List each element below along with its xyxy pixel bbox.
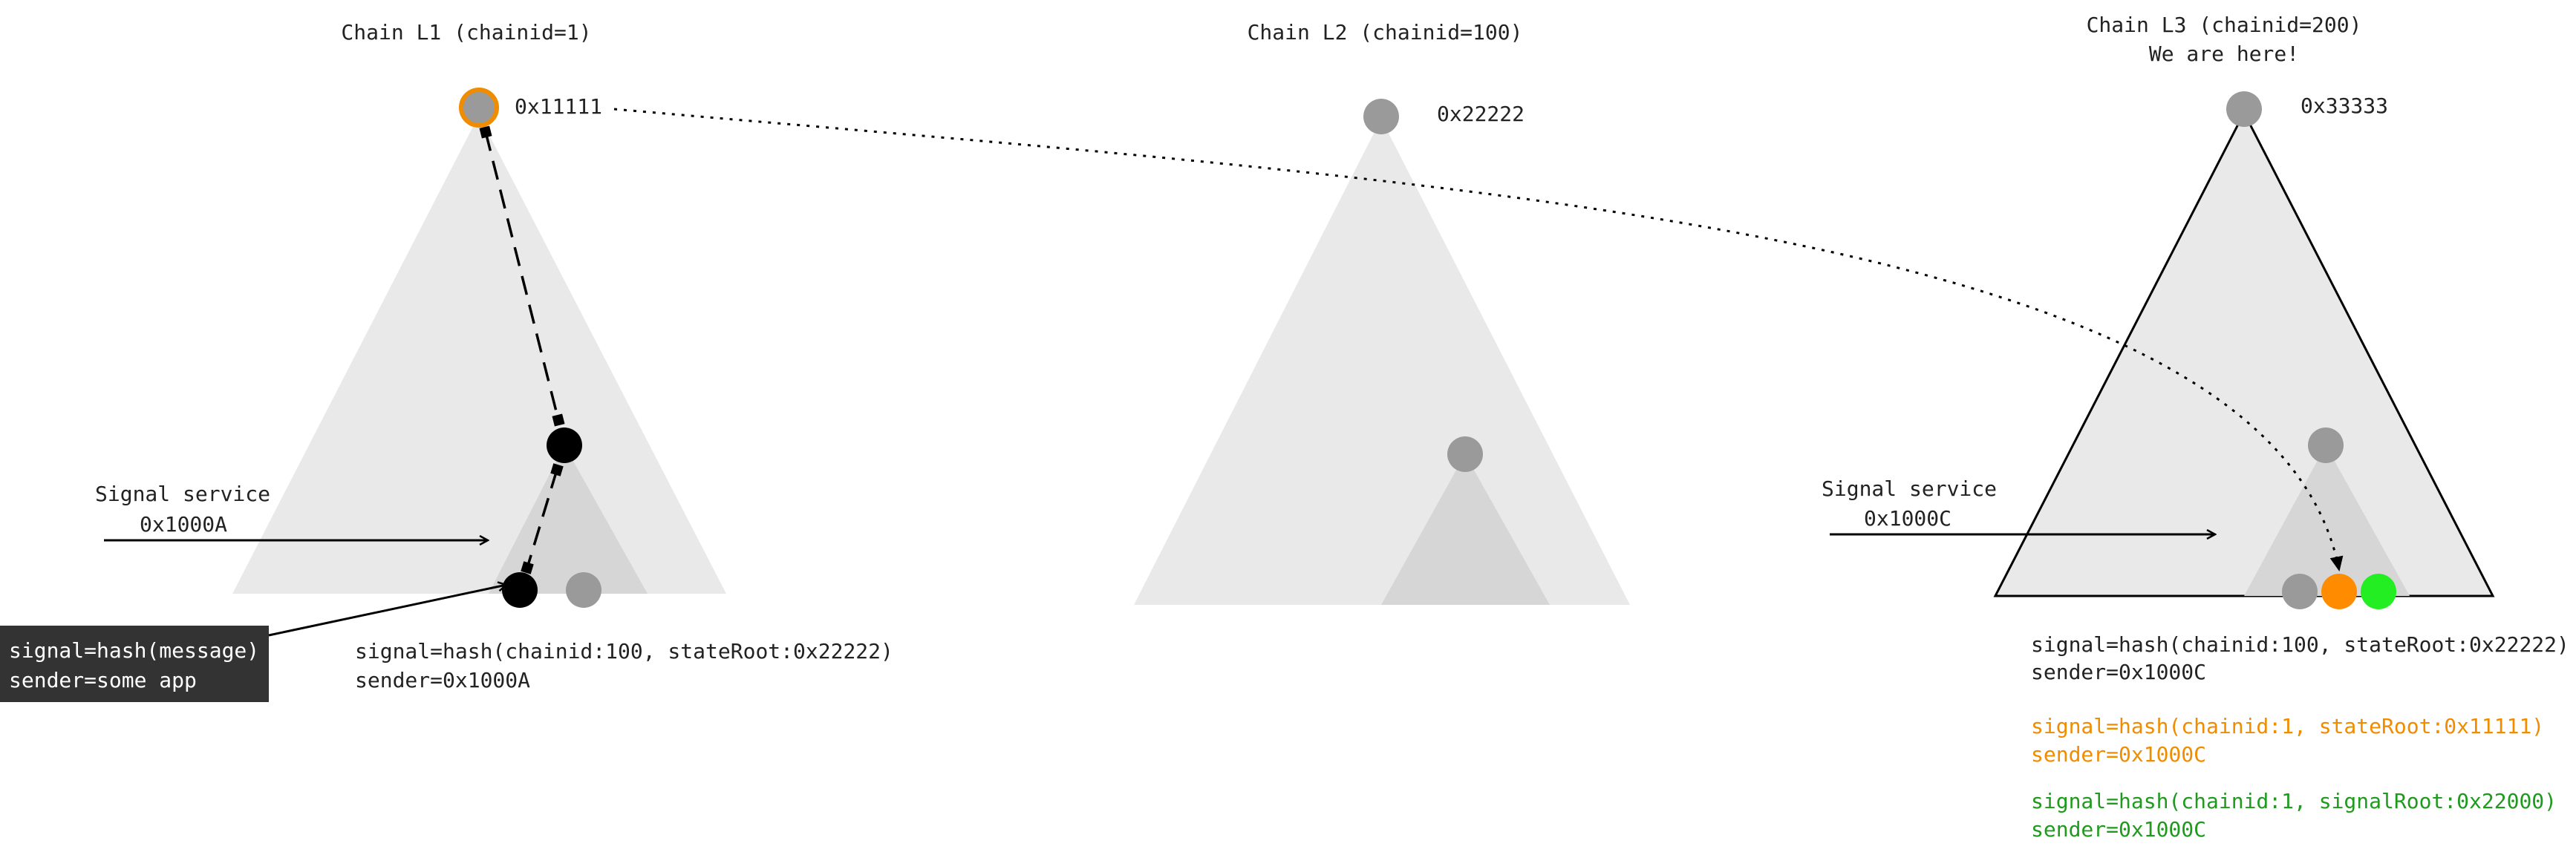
chain-l1-signal-service-node	[547, 427, 582, 463]
chain-l3-subtitle: We are here!	[2149, 42, 2299, 66]
chain-l3-root-node	[2226, 91, 2262, 127]
chain-l3-signal-service-node	[2308, 427, 2344, 463]
l3-signal-3-line1: signal=hash(chainid:1, signalRoot:0x2200…	[2031, 789, 2557, 813]
chain-l1-root-address: 0x11111	[515, 94, 602, 119]
chain-l1: Chain L1 (chainid=1) 0x11111	[232, 20, 726, 608]
chain-l2-root-node	[1363, 99, 1399, 134]
signal-service-l1-address: 0x1000A	[140, 512, 227, 537]
chain-l3: Chain L3 (chainid=200) We are here! 0x33…	[1995, 13, 2493, 609]
l3-signal-1-line1: signal=hash(chainid:100, stateRoot:0x222…	[2031, 632, 2569, 657]
app-signal-box-line1: signal=hash(message)	[9, 638, 259, 663]
l1-signal-line1: signal=hash(chainid:100, stateRoot:0x222…	[355, 639, 893, 663]
chain-l1-tree	[232, 115, 726, 594]
chain-l1-root-node	[461, 90, 497, 125]
app-signal-box-line2: sender=some app	[9, 668, 197, 692]
chain-l3-green-leaf-node	[2361, 574, 2396, 609]
l1-signal-record: signal=hash(chainid:100, stateRoot:0x222…	[355, 639, 893, 692]
chain-l3-title: Chain L3 (chainid=200)	[2087, 13, 2362, 37]
chain-l2-root-address: 0x22222	[1437, 102, 1525, 126]
chain-l2-title: Chain L2 (chainid=100)	[1248, 20, 1523, 45]
l3-signal-3-line2: sender=0x1000C	[2031, 817, 2206, 842]
l3-signal-2-line2: sender=0x1000C	[2031, 742, 2206, 767]
l3-signal-2-line1: signal=hash(chainid:1, stateRoot:0x11111…	[2031, 714, 2544, 738]
l3-signal-1-line2: sender=0x1000C	[2031, 660, 2206, 684]
chain-l3-orange-leaf-node	[2321, 574, 2357, 609]
signal-service-l3-label: Signal service	[1822, 476, 1997, 501]
signal-service-l3-address: 0x1000C	[1864, 506, 1951, 531]
chain-l1-sibling-node	[566, 572, 601, 608]
chain-l2: Chain L2 (chainid=100) 0x22222	[1134, 20, 1630, 605]
chain-l3-tree	[1995, 113, 2493, 596]
chain-l3-gray-leaf-node	[2282, 574, 2318, 609]
chain-l1-title: Chain L1 (chainid=1)	[341, 20, 591, 45]
chain-l2-tree	[1134, 119, 1630, 605]
l1-signal-line2: sender=0x1000A	[355, 668, 530, 692]
signal-service-l1-label: Signal service	[95, 482, 270, 506]
chain-l1-app-signal-node	[502, 572, 538, 608]
l3-signal-records: signal=hash(chainid:100, stateRoot:0x222…	[2031, 632, 2569, 842]
chain-l3-root-address: 0x33333	[2301, 94, 2388, 118]
chain-l2-signal-service-node	[1447, 436, 1483, 472]
